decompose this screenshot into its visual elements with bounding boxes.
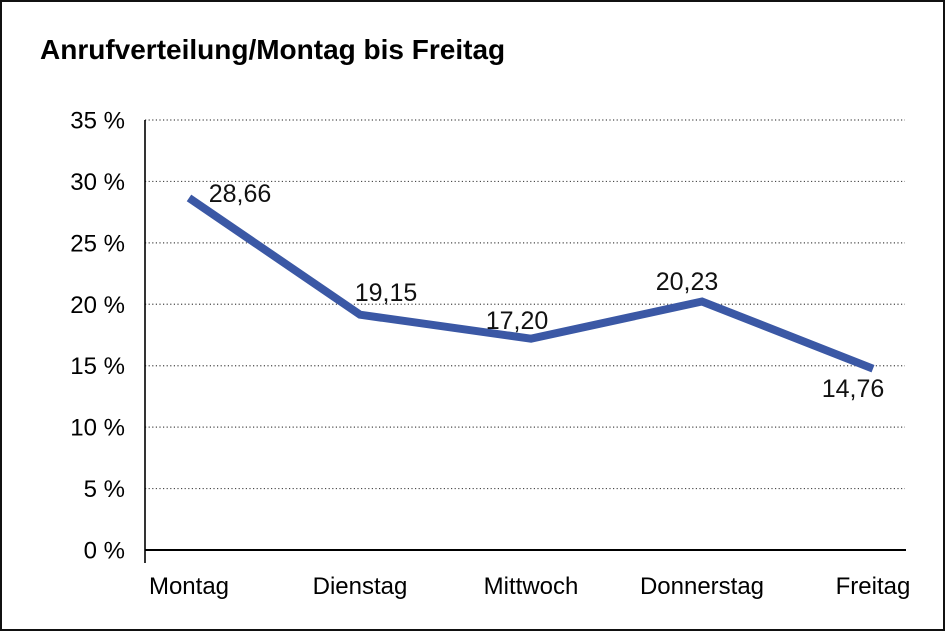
y-tick-label: 10 % [70,415,125,442]
y-tick-label: 15 % [70,353,125,380]
axes [144,120,906,563]
y-tick-label: 35 % [70,108,125,135]
point-value-label: 19,15 [355,279,418,307]
x-tick-label: Dienstag [313,573,408,600]
point-value-label: 17,20 [486,307,549,335]
point-value-label: 20,23 [656,268,719,296]
y-tick-label: 25 % [70,230,125,257]
point-value-label: 28,66 [209,180,272,208]
x-tick-label: Mittwoch [484,573,579,600]
y-tick-label: 30 % [70,169,125,196]
data-point-value-labels: 28,66 19,15 17,20 20,23 14,76 [209,180,885,403]
y-tick-label: 0 % [84,538,125,565]
chart-title: Anrufverteilung/Montag bis Freitag [40,34,506,65]
data-series-line [186,194,875,373]
x-tick-label: Donnerstag [640,573,764,600]
y-tick-label: 5 % [84,476,125,503]
y-axis-tick-labels: 0 % 5 % 10 % 15 % 20 % 25 % 30 % 35 % [70,108,125,565]
gridlines [145,119,905,490]
point-value-label: 14,76 [822,375,885,403]
x-tick-label: Montag [149,573,229,600]
x-tick-label: Freitag [836,573,911,600]
x-axis-category-labels: Montag Dienstag Mittwoch Donnerstag Freitag [149,573,910,600]
y-tick-label: 20 % [70,292,125,319]
